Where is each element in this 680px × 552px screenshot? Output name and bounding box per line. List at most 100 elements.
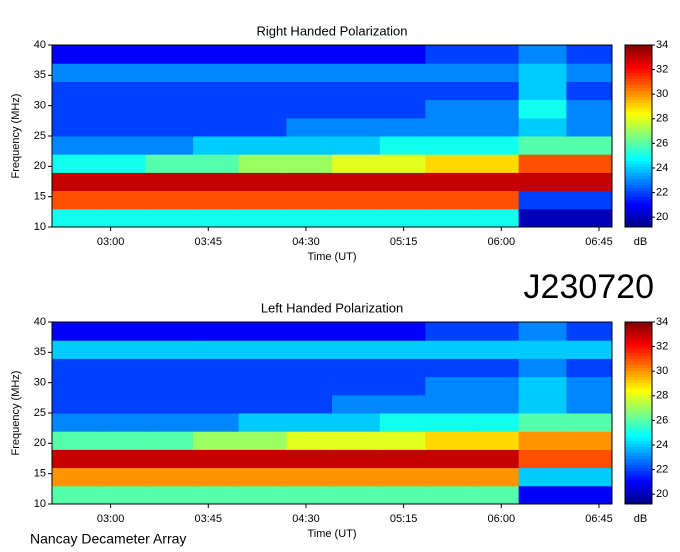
heat-cell (286, 172, 333, 192)
heat-cell (518, 63, 567, 82)
colorbar-step (625, 476, 652, 481)
heat-cell (425, 190, 474, 210)
heat-cell (238, 136, 287, 155)
colorbar-step (625, 193, 652, 198)
colorbar-tick-label: 32 (656, 341, 668, 353)
colorbar-step (625, 425, 652, 429)
colorbar-step (625, 69, 652, 73)
colorbar-tick-label: 24 (656, 439, 668, 451)
x-tick-label: 04:30 (292, 236, 320, 248)
heat-cell (518, 117, 567, 137)
heat-cell (99, 376, 146, 396)
heat-cell (473, 45, 520, 64)
heat-cell (566, 81, 613, 101)
colorbar-step (625, 500, 652, 505)
colorbar-frame (624, 321, 653, 505)
colorbar-tick-label: 30 (656, 88, 668, 100)
heat-cell (518, 485, 567, 505)
colorbar-step (625, 66, 652, 70)
heat-cell (193, 45, 240, 64)
heat-cell (99, 172, 146, 192)
heat-cell (518, 81, 567, 101)
heat-cell (379, 485, 426, 505)
colorbar-step (625, 446, 652, 450)
heat-cell (473, 376, 520, 396)
heat-cell (193, 117, 240, 137)
colorbar-step (625, 96, 652, 101)
heat-cell (379, 322, 426, 341)
colorbar-step (625, 108, 652, 113)
y-tick-label: 40 (34, 39, 46, 51)
colorbar-step (625, 78, 652, 82)
heat-cell (379, 208, 426, 228)
colorbar-step (625, 473, 652, 478)
panel-title: Right Handed Polarization (256, 23, 407, 38)
colorbar-step (625, 72, 652, 76)
heat-cell (286, 63, 333, 82)
colorbar-step (625, 51, 652, 55)
heat-cell (473, 467, 520, 487)
y-axis-label: Frequency (MHz) (10, 94, 22, 179)
heat-cell (332, 81, 381, 101)
heat-cell (52, 376, 101, 396)
heat-cell (332, 413, 381, 432)
colorbar-step (625, 413, 652, 417)
colorbar-step (625, 388, 652, 393)
colorbar-step (625, 223, 652, 228)
colorbar-step (625, 361, 652, 365)
colorbar-step (625, 458, 652, 463)
heat-cell (145, 431, 194, 450)
colorbar-step (625, 494, 652, 499)
colorbar-tick-label: 28 (656, 390, 668, 402)
heat-cell (99, 190, 146, 210)
heat-cell (425, 449, 474, 469)
y-tick-label: 40 (34, 316, 46, 328)
heat-cell (379, 394, 426, 414)
heat-cell (425, 413, 474, 432)
colorbar-step (625, 376, 652, 381)
heat-cell (425, 467, 474, 487)
heat-cell (99, 117, 146, 137)
heat-cell (379, 413, 426, 432)
heat-cell (379, 431, 426, 450)
heat-cell (566, 136, 613, 155)
heat-cell (566, 413, 613, 432)
heat-cell (145, 358, 194, 378)
heat-cell (193, 63, 240, 82)
heat-cell (286, 431, 333, 450)
heat-cell (379, 81, 426, 101)
heat-cell (238, 394, 287, 414)
heat-cell (332, 485, 381, 505)
heat-cell (193, 358, 240, 378)
heat-cell (425, 136, 474, 155)
heat-cell (566, 190, 613, 210)
colorbar-step (625, 449, 652, 453)
colorbar-step (625, 385, 652, 390)
colorbar-step (625, 364, 652, 368)
colorbar-step (625, 99, 652, 104)
heat-cell (518, 136, 567, 155)
heat-cell (332, 136, 381, 155)
heat-cell (566, 394, 613, 414)
heat-cell (379, 467, 426, 487)
colorbar-step (625, 196, 652, 201)
heat-cell (52, 154, 101, 173)
colorbar-step (625, 497, 652, 502)
heat-cell (473, 358, 520, 378)
heat-cell (473, 172, 520, 192)
heat-cell (518, 99, 567, 119)
heat-cell (332, 63, 381, 82)
colorbar-step (625, 151, 652, 155)
heat-cell (566, 340, 613, 359)
colorbar-tick-label: 26 (656, 414, 668, 426)
heat-cell (52, 136, 101, 155)
heat-cell (332, 154, 381, 173)
x-axis-label: Time (UT) (307, 251, 356, 263)
colorbar-step (625, 178, 652, 182)
heat-cell (145, 63, 194, 82)
heat-cell (566, 45, 613, 64)
heat-cell (52, 45, 101, 64)
heat-cell (332, 376, 381, 396)
heat-cell (193, 449, 240, 469)
